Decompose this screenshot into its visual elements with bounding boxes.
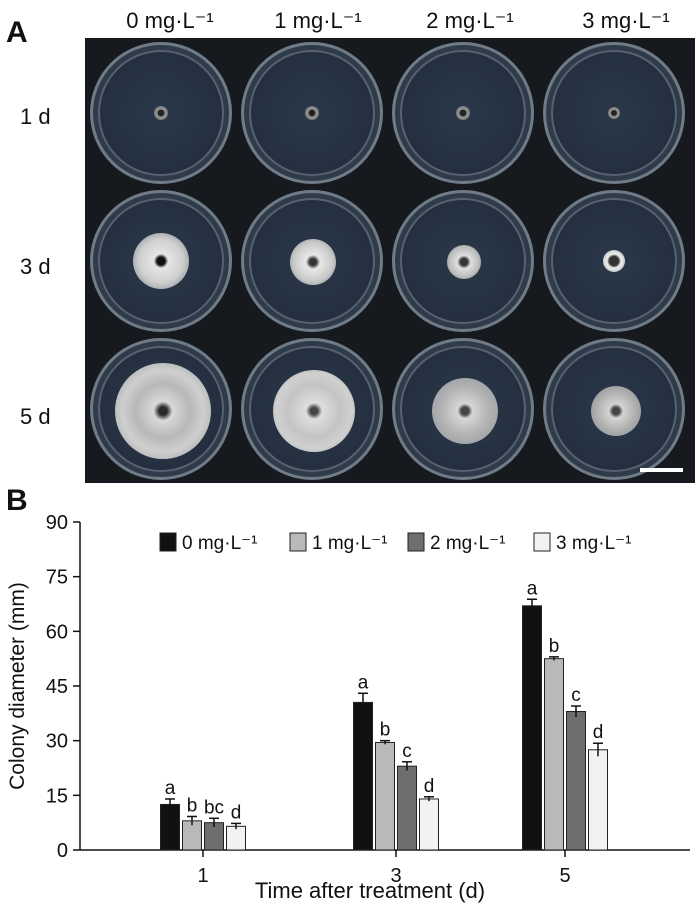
row-label-5d: 5 d	[20, 404, 51, 429]
bar	[566, 711, 586, 851]
petri-dish	[392, 42, 534, 184]
significance-letter: c	[571, 685, 581, 706]
y-tick-label: 90	[46, 512, 68, 534]
legend-label: 3 mg·L⁻¹	[556, 533, 632, 554]
colony	[447, 245, 481, 279]
bar	[544, 658, 564, 851]
y-tick-label: 15	[46, 785, 68, 807]
colony	[591, 386, 641, 436]
petri-dish	[392, 190, 534, 332]
y-axis-label: Colony diameter (mm)	[6, 582, 29, 790]
colony	[154, 106, 168, 120]
petri-dish	[543, 190, 685, 332]
petri-dish	[90, 42, 232, 184]
colony	[456, 106, 470, 120]
bar	[397, 765, 417, 851]
column-label-1: 1 mg·L⁻¹	[274, 8, 362, 33]
legend-label: 0 mg·L⁻¹	[182, 533, 258, 554]
colony	[432, 378, 498, 444]
row-label-3d: 3 d	[20, 254, 51, 279]
petri-dish	[241, 190, 383, 332]
significance-letter: a	[527, 578, 538, 599]
significance-letter: b	[380, 720, 391, 741]
colony	[290, 239, 336, 285]
significance-letter: d	[424, 776, 435, 797]
scale-bar	[640, 468, 683, 472]
x-tick-label: 5	[559, 865, 570, 887]
column-label-0: 0 mg·L⁻¹	[126, 8, 214, 33]
colony	[115, 363, 211, 459]
panel-b-label: B	[6, 484, 28, 517]
legend-swatch	[533, 532, 551, 552]
petri-dish	[392, 338, 534, 480]
y-tick-label: 75	[46, 567, 68, 589]
y-tick-label: 30	[46, 731, 68, 753]
x-axis-label: Time after treatment (d)	[255, 878, 485, 903]
colony	[133, 233, 189, 289]
significance-letter: d	[231, 802, 242, 823]
significance-letter: bc	[204, 797, 224, 818]
petri-dish	[241, 42, 383, 184]
bar	[182, 820, 202, 851]
colony	[305, 106, 319, 120]
legend-label: 1 mg·L⁻¹	[312, 533, 388, 554]
y-tick-label: 0	[57, 840, 68, 862]
petri-dish	[241, 338, 383, 480]
colony	[273, 370, 355, 452]
panel-a-label: A	[6, 16, 28, 49]
column-label-3: 3 mg·L⁻¹	[582, 8, 670, 33]
significance-letter: b	[187, 795, 198, 816]
bar	[226, 825, 246, 851]
legend-swatch	[407, 532, 425, 552]
bar	[419, 798, 439, 851]
petri-dish	[543, 338, 685, 480]
legend-swatch	[289, 532, 307, 552]
y-tick-label: 45	[46, 676, 68, 698]
legend-label: 2 mg·L⁻¹	[430, 533, 506, 554]
significance-letter: d	[593, 722, 604, 743]
bar	[353, 701, 373, 851]
bar	[375, 741, 395, 851]
y-tick-label: 60	[46, 621, 68, 643]
x-tick-label: 1	[197, 865, 208, 887]
row-label-1d: 1 d	[20, 104, 51, 129]
petri-dish-photo	[85, 38, 695, 483]
column-label-2: 2 mg·L⁻¹	[426, 8, 514, 33]
bar	[160, 803, 180, 851]
petri-dish	[543, 42, 685, 184]
colony	[608, 107, 620, 119]
bar	[588, 749, 608, 851]
significance-letter: c	[402, 741, 412, 762]
significance-letter: a	[165, 778, 176, 799]
legend-swatch	[159, 532, 177, 552]
x-tick-label: 3	[390, 865, 401, 887]
significance-letter: a	[358, 672, 369, 693]
petri-dish	[90, 190, 232, 332]
petri-dish	[90, 338, 232, 480]
colony	[603, 250, 625, 272]
significance-letter: b	[549, 636, 560, 657]
bar	[522, 605, 542, 851]
